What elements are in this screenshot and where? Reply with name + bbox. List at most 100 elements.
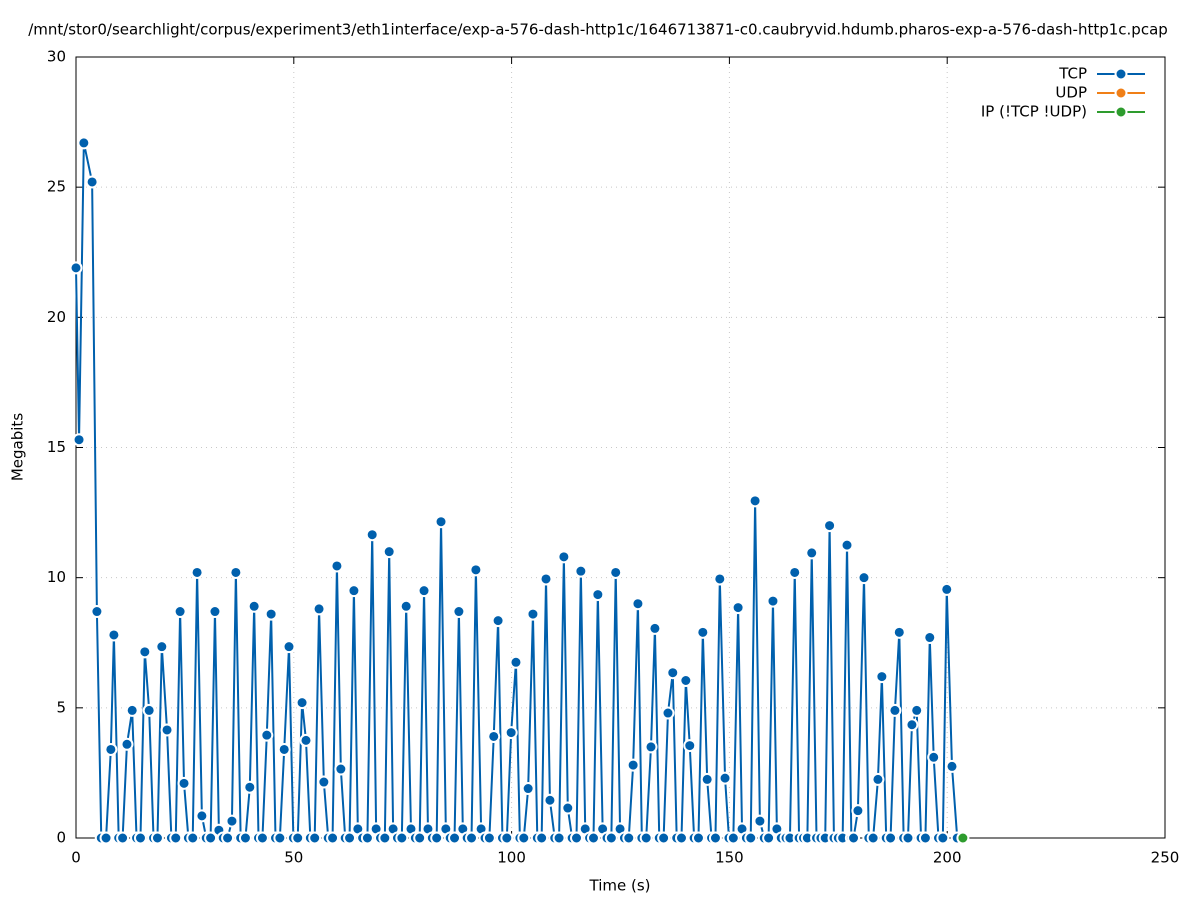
y-tick-label: 0 [56, 829, 66, 847]
data-point [748, 494, 762, 508]
data-point [360, 831, 374, 845]
data-point [150, 831, 164, 845]
data-point [208, 605, 222, 619]
legend-marker [1114, 67, 1128, 81]
data-point [312, 602, 326, 616]
data-point [918, 831, 932, 845]
data-point [160, 723, 174, 737]
data-point [116, 831, 130, 845]
data-point [347, 584, 361, 598]
x-tick-label: 0 [71, 849, 81, 867]
data-point [604, 831, 618, 845]
data-point [892, 625, 906, 639]
x-tick-label: 100 [497, 849, 526, 867]
data-point [195, 809, 209, 823]
data-point [888, 703, 902, 717]
data-point [308, 831, 322, 845]
data-point [177, 776, 191, 790]
data-point [107, 628, 121, 642]
chart-title: /mnt/stor0/searchlight/corpus/experiment… [28, 21, 1168, 39]
data-point [609, 565, 623, 579]
data-point [823, 519, 837, 533]
data-point [413, 831, 427, 845]
data-point [753, 814, 767, 828]
data-point [521, 782, 535, 796]
data-point [491, 614, 505, 628]
y-tick-label: 10 [47, 568, 66, 586]
data-point [875, 670, 889, 684]
data-point [186, 831, 200, 845]
data-point [173, 605, 187, 619]
data-point [884, 831, 898, 845]
data-point [465, 831, 479, 845]
data-point [378, 831, 392, 845]
data-point [169, 831, 183, 845]
data-point [762, 831, 776, 845]
data-point [365, 528, 379, 542]
y-tick-label: 15 [47, 438, 66, 456]
data-point [317, 775, 331, 789]
legend-label: TCP [1058, 65, 1087, 83]
data-point [535, 831, 549, 845]
data-point [487, 729, 501, 743]
data-point [434, 515, 448, 529]
data-point [343, 831, 357, 845]
data-point [229, 565, 243, 579]
data-point [726, 831, 740, 845]
data-point [142, 703, 156, 717]
data-point [871, 772, 885, 786]
data-point [448, 831, 462, 845]
data-point [273, 831, 287, 845]
data-point [99, 831, 113, 845]
y-tick-label: 30 [47, 48, 66, 66]
data-point [574, 564, 588, 578]
y-tick-label: 20 [47, 308, 66, 326]
data-point [500, 831, 514, 845]
data-point [138, 645, 152, 659]
data-point [591, 588, 605, 602]
x-tick-label: 200 [933, 849, 962, 867]
data-point [847, 831, 861, 845]
data-point [72, 433, 86, 447]
data-point [696, 625, 710, 639]
data-point [282, 640, 296, 654]
data-point [626, 758, 640, 772]
data-point [945, 759, 959, 773]
data-point [509, 655, 523, 669]
data-point [788, 565, 802, 579]
data-point [395, 831, 409, 845]
data-point [469, 563, 483, 577]
data-point [840, 538, 854, 552]
data-point [452, 605, 466, 619]
data-point [295, 696, 309, 710]
data-point [561, 801, 575, 815]
data-point [399, 599, 413, 613]
data-point [155, 640, 169, 654]
data-point [120, 737, 134, 751]
data-point [866, 831, 880, 845]
legend-marker [1114, 86, 1128, 100]
data-point [330, 559, 344, 573]
data-point [936, 831, 950, 845]
legend-marker [1114, 105, 1128, 119]
data-point [805, 546, 819, 560]
data-point [657, 831, 671, 845]
data-point [927, 750, 941, 764]
data-point [901, 831, 915, 845]
data-point [326, 831, 340, 845]
data-point [291, 831, 305, 845]
data-point [382, 545, 396, 559]
x-tick-label: 50 [284, 849, 303, 867]
data-point [905, 718, 919, 732]
data-point [557, 550, 571, 564]
data-point [104, 742, 118, 756]
legend-label: UDP [1055, 84, 1087, 102]
data-point [691, 831, 705, 845]
x-axis-label: Time (s) [589, 877, 651, 895]
data-point [674, 831, 688, 845]
data-point [482, 831, 496, 845]
data-point [334, 762, 348, 776]
data-point [190, 565, 204, 579]
data-point [666, 666, 680, 680]
data-point [851, 804, 865, 818]
